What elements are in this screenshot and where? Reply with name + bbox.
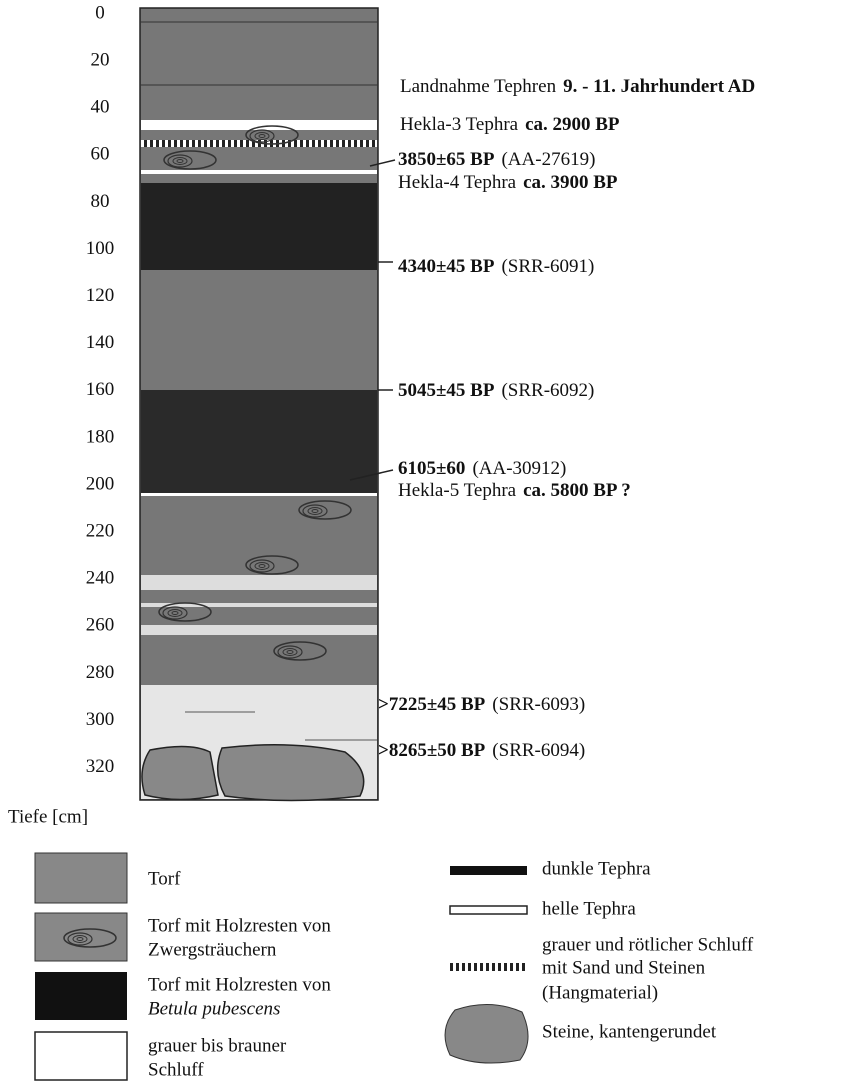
annotation-part: >8265±50 BP — [378, 740, 486, 761]
annotation-part: ca. 5800 BP ? — [523, 480, 631, 501]
annotation-part: 3850±65 BP — [398, 149, 495, 170]
annotation-part: 4340±45 BP — [398, 256, 495, 277]
annotation: Hekla-3 Tephra ca. 2900 BP — [400, 114, 620, 135]
annotation-part: 6105±60 — [398, 458, 465, 479]
legend-label: Steine, kantengerundet — [542, 1021, 717, 1042]
depth-tick-label: 140 — [86, 332, 115, 353]
legend-label: mit Sand und Steinen — [542, 957, 706, 978]
annotation-part: (SRR-6091) — [501, 256, 594, 277]
depth-tick-label: 320 — [86, 756, 115, 777]
depth-tick-label: 60 — [91, 144, 110, 165]
legend-label: (Hangmaterial) — [542, 982, 658, 1003]
depth-tick-label: 20 — [91, 49, 110, 70]
depth-tick-label: 160 — [86, 379, 115, 400]
stratigraphy-figure: 0 20 40 60 80 100 120 140 160 180 200 220 240 260 280 3… — [0, 0, 856, 1082]
legend-label: dunkle Tephra — [542, 858, 651, 879]
annotation-part: 5045±45 BP — [398, 380, 495, 401]
depth-tick-label: 280 — [86, 662, 115, 683]
annotation-part: (AA-30912) — [472, 458, 566, 479]
legend-label: Torf — [148, 868, 181, 889]
annotation: 4340±45 BP (SRR-6091) — [398, 256, 594, 277]
legend-label: helle Tephra — [542, 898, 636, 919]
depth-tick-label: 120 — [86, 285, 115, 306]
annotation: >7225±45 BP (SRR-6093) — [378, 694, 585, 715]
annotation-part: ca. 3900 BP — [523, 172, 618, 193]
legend-label: grauer und rötlicher Schluff — [542, 934, 754, 955]
legend-label: Zwergsträuchern — [148, 939, 277, 960]
legend-label: Betula pubescens — [148, 998, 280, 1019]
annotation: 5045±45 BP (SRR-6092) — [398, 380, 594, 401]
depth-tick-label: 300 — [86, 709, 115, 730]
column — [140, 8, 378, 801]
axis-label: Tiefe [cm] — [8, 806, 88, 827]
annotation-part: >7225±45 BP — [378, 694, 486, 715]
depth-tick-label: 200 — [86, 473, 115, 494]
annotation-part: (SRR-6093) — [492, 694, 585, 715]
annotation-part: (AA-27619) — [501, 149, 595, 170]
depth-tick-label: 180 — [86, 426, 115, 447]
depth-tick-label: 80 — [91, 191, 110, 212]
annotation: >8265±50 BP (SRR-6094) — [378, 740, 585, 761]
depth-tick-label: 100 — [86, 238, 115, 259]
annotation-part: Hekla-5 Tephra — [398, 480, 517, 501]
annotation: 3850±65 BP (AA-27619) — [398, 149, 595, 170]
annotation: 6105±60 (AA-30912) — [398, 458, 566, 479]
depth-tick-label: 220 — [86, 520, 115, 541]
legend-label: Torf mit Holzresten von — [148, 915, 331, 936]
annotation: Landnahme Tephren 9. - 11. Jahrhundert AD — [400, 76, 755, 97]
annotation-part: ca. 2900 BP — [525, 114, 620, 135]
annotation: Hekla-5 Tephra ca. 5800 BP ? — [398, 480, 631, 501]
annotation-part: (SRR-6094) — [492, 740, 585, 761]
legend-label: Torf mit Holzresten von — [148, 974, 331, 995]
legend-label: grauer bis brauner — [148, 1035, 287, 1056]
depth-tick-label: 240 — [86, 568, 115, 589]
annotation-part: Hekla-3 Tephra — [400, 114, 519, 135]
annotation-part: 9. - 11. Jahrhundert AD — [563, 76, 755, 97]
legend-label: Schluff — [148, 1059, 204, 1080]
annotation-part: Hekla-4 Tephra — [398, 172, 517, 193]
annotation: Hekla-4 Tephra ca. 3900 BP — [398, 172, 618, 193]
depth-tick-label: 0 — [95, 2, 105, 23]
annotation-part: Landnahme Tephren — [400, 76, 557, 97]
annotation-part: (SRR-6092) — [501, 380, 594, 401]
depth-tick-label: 40 — [91, 97, 110, 118]
depth-tick-label: 260 — [86, 615, 115, 636]
